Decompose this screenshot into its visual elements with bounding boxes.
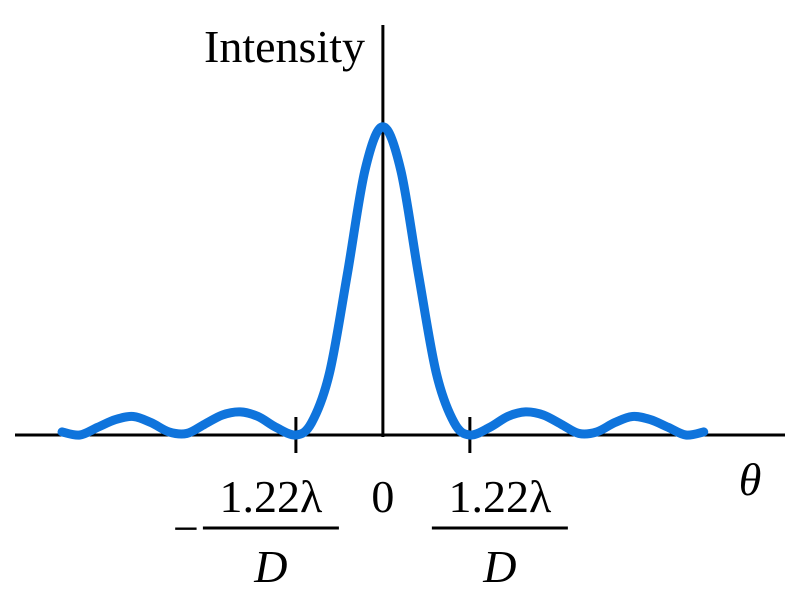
tick-sign: − xyxy=(173,503,199,554)
intensity-curve xyxy=(57,122,709,440)
x-axis-label: θ xyxy=(739,454,762,505)
y-axis-label: Intensity xyxy=(204,21,365,72)
tick-denominator: D xyxy=(482,541,516,592)
tick-numerator: 1.22λ xyxy=(448,471,552,522)
tick-numerator: 1.22λ xyxy=(220,471,324,522)
x-tick-label: 0 xyxy=(371,471,394,522)
tick-denominator: D xyxy=(253,541,287,592)
